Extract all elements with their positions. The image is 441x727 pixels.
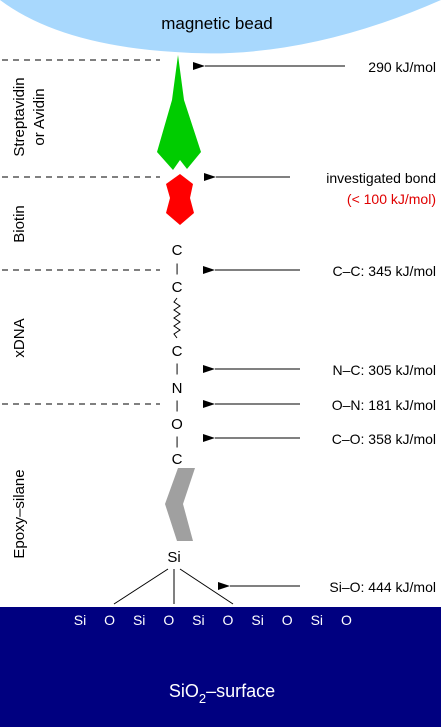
surface-atom: O: [282, 612, 293, 628]
surface-atom: Si: [192, 612, 204, 628]
surface-atoms-row: Si O Si O Si O Si O Si O: [74, 612, 352, 628]
annotation-investigated-bond: investigated bond: [326, 170, 436, 186]
bond-dash-1: |: [175, 261, 178, 275]
surface-atom: Si: [311, 612, 323, 628]
surface-atom: O: [163, 612, 174, 628]
annotation-investigated-energy: (< 100 kJ/mol): [347, 191, 436, 207]
surface-atom: O: [223, 612, 234, 628]
atom-o: O: [171, 416, 183, 433]
bond-dash-3: |: [175, 361, 178, 375]
label-streptavidin: Streptavidin: [11, 77, 28, 156]
bond-dash-4: |: [175, 398, 178, 412]
sio2-surface: [0, 607, 441, 727]
biotin-shape: [166, 174, 194, 225]
atom-c1: C: [172, 242, 183, 259]
label-epoxy-silane: Epoxy–silane: [11, 469, 28, 558]
epoxy-silane-shape: [165, 468, 195, 541]
atom-c3: C: [172, 343, 183, 360]
surface-atom: Si: [251, 612, 263, 628]
atom-si: Si: [167, 549, 180, 566]
annotation-on: O–N: 181 kJ/mol: [332, 397, 436, 413]
surface-atom: O: [341, 612, 352, 628]
si-bond-left: [113, 568, 169, 605]
surface-atom: Si: [74, 612, 86, 628]
annotation-nc: N–C: 305 kJ/mol: [333, 362, 436, 378]
bead-label: magnetic bead: [161, 14, 273, 33]
magnetic-bead: [0, 0, 441, 54]
streptavidin-shape: [157, 55, 201, 170]
surface-label: SiO2–surface: [169, 681, 275, 706]
chain-zigzag: [173, 297, 181, 339]
bond-dash-5: |: [175, 434, 178, 448]
atom-c4: C: [172, 451, 183, 468]
annotation-top-energy: 290 kJ/mol: [368, 59, 436, 75]
label-xdna: xDNA: [11, 318, 28, 357]
surface-label-subscript: 2: [199, 691, 206, 706]
annotation-co: C–O: 358 kJ/mol: [332, 431, 436, 447]
si-bond-right: [179, 568, 234, 605]
label-avidin: or Avidin: [31, 88, 48, 145]
annotation-cc: C–C: 345 kJ/mol: [333, 263, 436, 279]
atom-c2: C: [172, 279, 183, 296]
surface-atom: O: [104, 612, 115, 628]
atom-n: N: [172, 380, 183, 397]
label-biotin: Biotin: [11, 205, 28, 243]
surface-label-main: SiO: [169, 681, 199, 701]
annotation-sio: Si–O: 444 kJ/mol: [329, 579, 436, 595]
surface-atom: Si: [133, 612, 145, 628]
surface-label-rest: –surface: [206, 681, 275, 701]
